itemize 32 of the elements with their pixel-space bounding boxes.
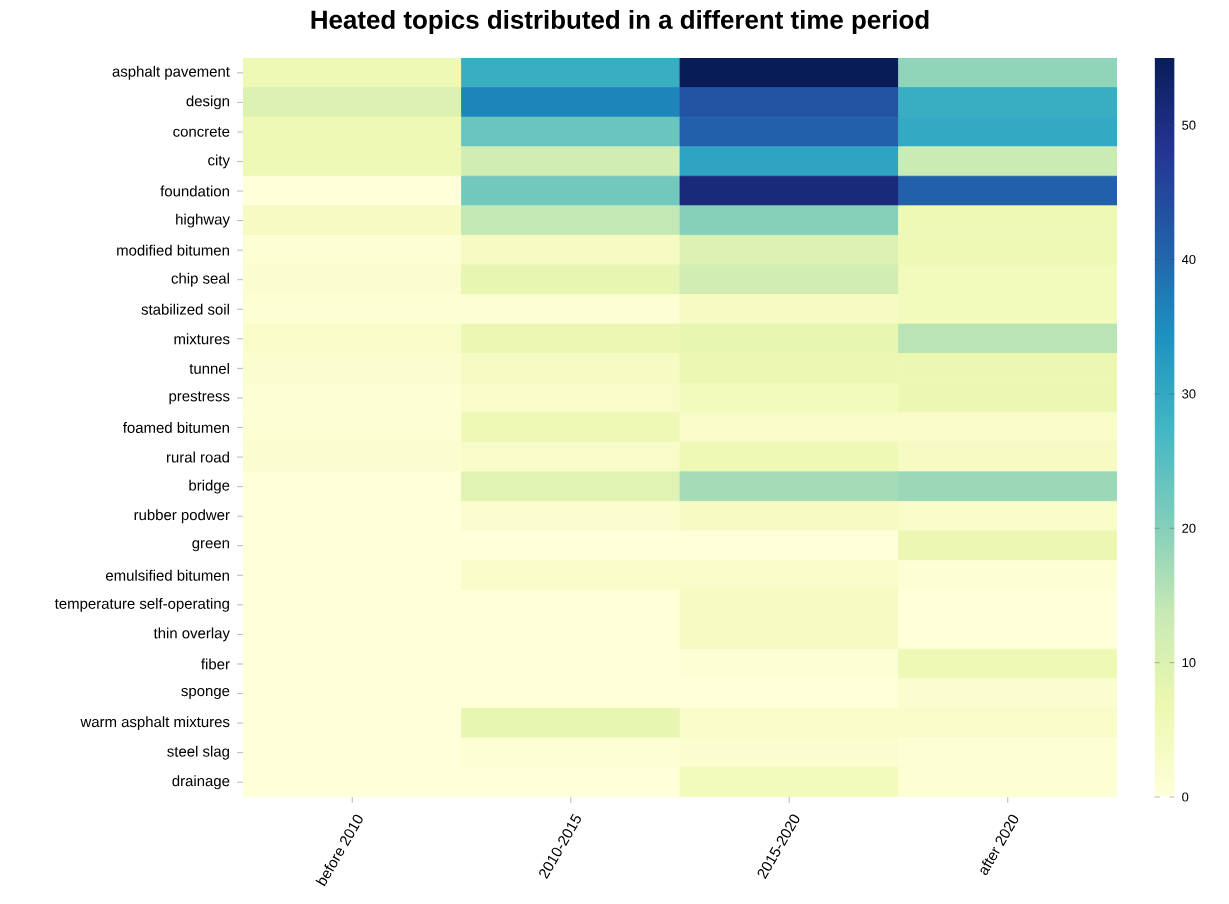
color-bar-label: 10 bbox=[1182, 658, 1196, 668]
y-tick-label: temperature self-operating bbox=[54, 597, 229, 612]
color-bar-label: 0 bbox=[1182, 792, 1189, 802]
color-bar-label: 50 bbox=[1182, 120, 1196, 130]
color-bar-label: 20 bbox=[1182, 523, 1196, 533]
y-tick-label: city bbox=[208, 154, 230, 169]
y-tick-label: asphalt pavement bbox=[112, 65, 230, 80]
y-tick-label: foamed bitumen bbox=[123, 422, 229, 433]
y-tick-label: thin overlay bbox=[153, 627, 230, 642]
y-tick-label: tunnel bbox=[189, 362, 229, 374]
y-tick-label: prestress bbox=[169, 391, 230, 405]
y-tick-label: mixtures bbox=[174, 333, 230, 345]
y-tick-label: foundation bbox=[160, 185, 229, 197]
y-tick-label: rural road bbox=[167, 451, 229, 463]
y-tick-label: emulsified bitumen bbox=[105, 569, 229, 581]
y-tick-label: design bbox=[186, 95, 229, 110]
y-tick-label: drainage bbox=[172, 775, 230, 790]
y-tick-label: stabilized soil bbox=[141, 303, 229, 315]
color-bar-label: 40 bbox=[1181, 254, 1196, 265]
y-tick-label: green bbox=[192, 540, 229, 552]
y-tick-label: modified bitumen bbox=[117, 244, 229, 256]
y-tick-label: concrete bbox=[173, 127, 230, 137]
y-tick-label: fiber bbox=[201, 658, 230, 670]
y-tick-label: sponge bbox=[181, 687, 230, 700]
y-tick-label: highway bbox=[176, 213, 230, 228]
color-bar-label: 30 bbox=[1182, 389, 1196, 399]
y-tick-label: steel slag bbox=[167, 745, 229, 760]
y-tick-label: rubber podwer bbox=[134, 509, 230, 524]
y-tick-label: bridge bbox=[189, 479, 230, 494]
chart-title: Heated topics distributed in a different time period bbox=[311, 9, 929, 35]
y-tick-label: warm asphalt mixtures bbox=[80, 716, 230, 731]
y-tick-label: chip seal bbox=[171, 272, 229, 287]
